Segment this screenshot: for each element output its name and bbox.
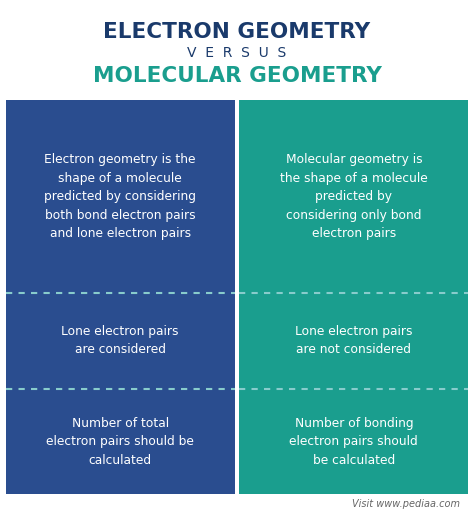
Text: MOLECULAR GEOMETRY: MOLECULAR GEOMETRY (92, 66, 382, 86)
Text: ELECTRON GEOMETRY: ELECTRON GEOMETRY (103, 23, 371, 42)
Text: Lone electron pairs
are considered: Lone electron pairs are considered (62, 325, 179, 356)
Text: Molecular geometry is
the shape of a molecule
predicted by
considering only bond: Molecular geometry is the shape of a mol… (280, 153, 428, 240)
Text: V  E  R  S  U  S: V E R S U S (187, 45, 287, 60)
Text: Number of total
electron pairs should be
calculated: Number of total electron pairs should be… (46, 417, 194, 467)
Text: Number of bonding
electron pairs should
be calculated: Number of bonding electron pairs should … (290, 417, 418, 467)
Text: Lone electron pairs
are not considered: Lone electron pairs are not considered (295, 325, 412, 356)
Bar (6, 100, 235, 293)
Text: Visit www.pediaa.com: Visit www.pediaa.com (352, 499, 460, 509)
Bar (239, 389, 468, 494)
Bar (239, 100, 468, 293)
Bar (6, 389, 235, 494)
Bar (6, 293, 235, 389)
Text: Electron geometry is the
shape of a molecule
predicted by considering
both bond : Electron geometry is the shape of a mole… (44, 153, 196, 240)
Bar (239, 293, 468, 389)
